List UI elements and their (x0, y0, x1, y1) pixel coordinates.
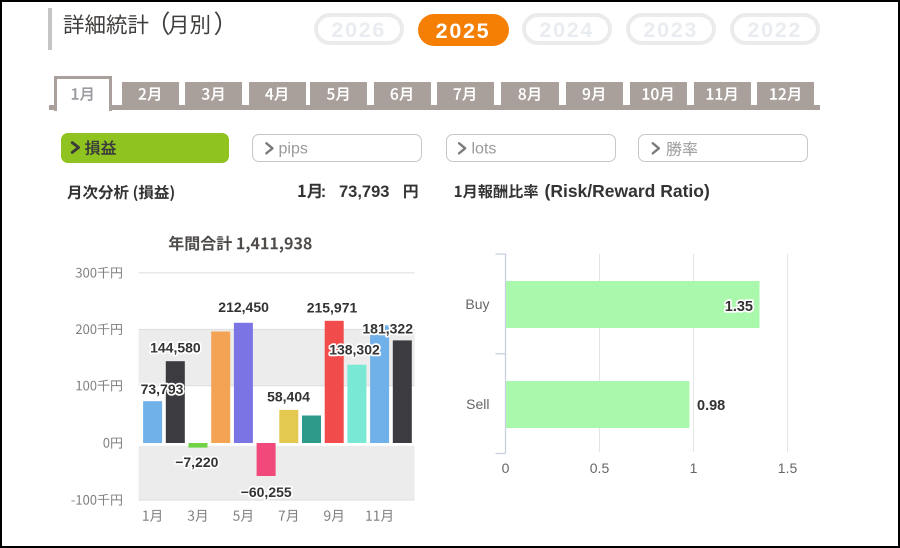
svg-text:pips: pips (279, 141, 308, 158)
svg-text:(Risk/Reward Ratio): (Risk/Reward Ratio) (545, 181, 710, 201)
svg-text:1.35: 1.35 (725, 299, 753, 315)
svg-text:212,450: 212,450 (218, 299, 269, 315)
svg-text:144,580: 144,580 (150, 340, 201, 356)
svg-text:215,971: 215,971 (307, 300, 358, 316)
svg-text:Sell: Sell (466, 396, 489, 412)
svg-text:0.5: 0.5 (590, 460, 610, 476)
svg-text:73,793: 73,793 (141, 381, 184, 397)
svg-text::: : (321, 183, 327, 201)
svg-text:0: 0 (502, 460, 510, 476)
svg-text:Buy: Buy (465, 296, 489, 312)
svg-text:138,302: 138,302 (329, 342, 380, 358)
svg-text:1: 1 (690, 460, 698, 476)
svg-text:73,793: 73,793 (339, 183, 389, 201)
svg-text:−7,220: −7,220 (175, 454, 218, 470)
svg-text:58,404: 58,404 (267, 389, 310, 405)
svg-text:−60,255: −60,255 (241, 484, 292, 500)
svg-text:181,322: 181,322 (362, 321, 413, 337)
svg-text:lots: lots (472, 141, 497, 158)
svg-text:1.5: 1.5 (778, 460, 798, 476)
svg-text:0.98: 0.98 (697, 398, 725, 414)
